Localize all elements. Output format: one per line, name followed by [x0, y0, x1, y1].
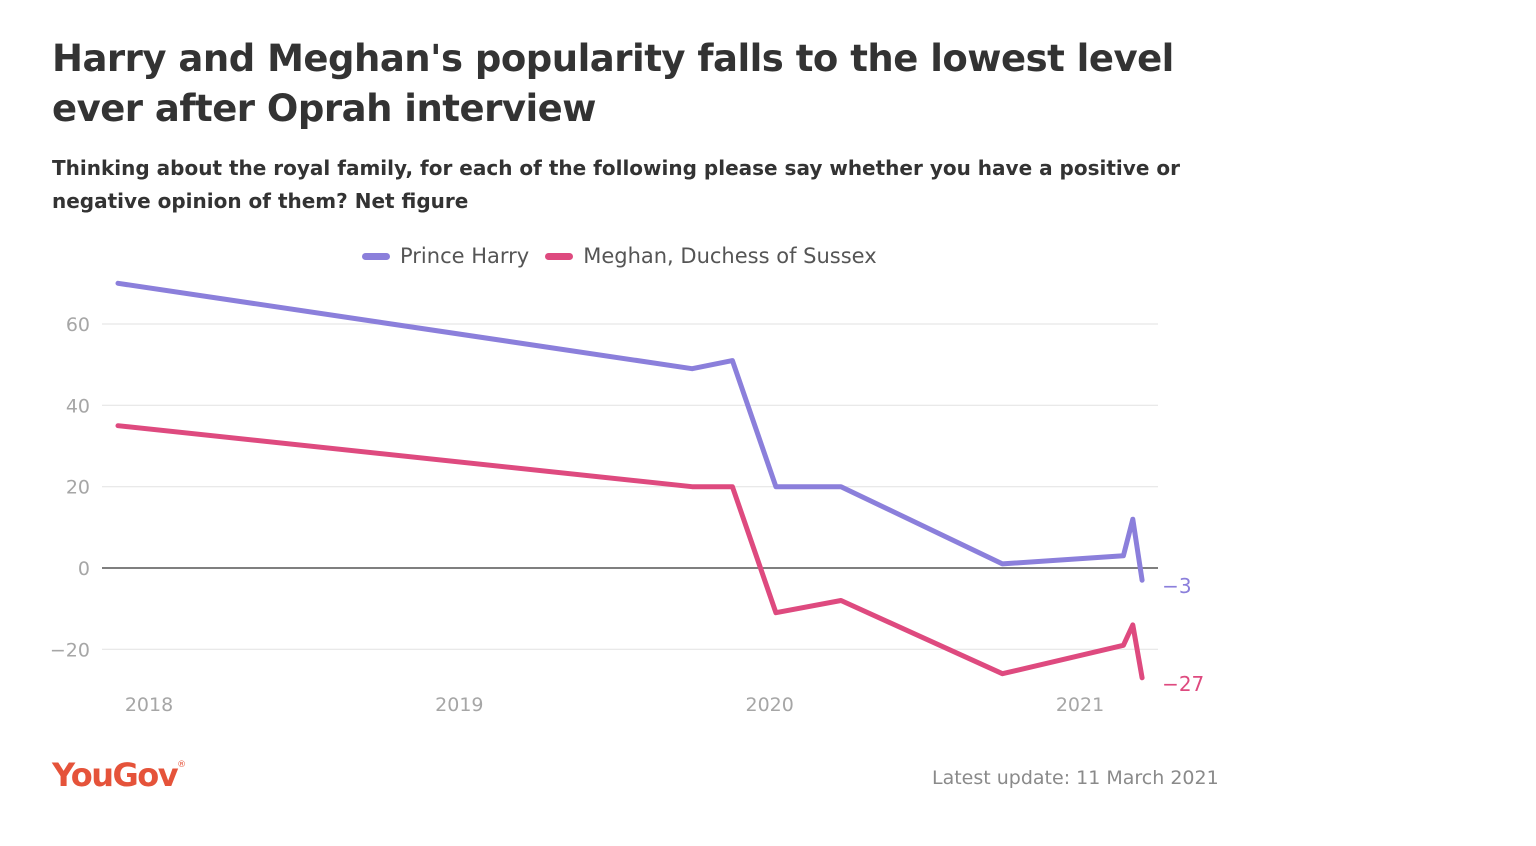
chart-title: Harry and Meghan's popularity falls to t… [52, 37, 1174, 130]
latest-update: Latest update: 11 March 2021 [932, 767, 1219, 789]
end-label-meghan: −27 [1162, 672, 1204, 696]
y-tick-label: 0 [78, 558, 90, 580]
legend-item-harry[interactable]: Prince Harry [362, 244, 529, 268]
y-tick-label: 60 [66, 314, 90, 336]
legend-swatch-harry [362, 252, 390, 260]
y-tick-label: 20 [66, 477, 90, 499]
legend-item-meghan[interactable]: Meghan, Duchess of Sussex [545, 244, 877, 268]
x-tick-label: 2020 [745, 694, 793, 716]
x-tick-label: 2019 [435, 694, 483, 716]
series-line-meghan [115, 423, 1145, 681]
legend-label-meghan: Meghan, Duchess of Sussex [583, 244, 877, 268]
x-tick-label: 2021 [1056, 694, 1104, 716]
series-line-harry [115, 280, 1145, 583]
end-label-harry: −3 [1162, 574, 1191, 598]
logo-mark: ® [177, 760, 187, 770]
y-tick-label: −20 [50, 639, 90, 661]
yougov-logo: YouGov® [52, 756, 186, 794]
x-tick-label: 2018 [125, 694, 173, 716]
chart-subtitle: Thinking about the royal family, for eac… [52, 156, 1180, 213]
legend: Prince Harry Meghan, Duchess of Sussex [362, 244, 893, 268]
legend-label-harry: Prince Harry [400, 244, 530, 268]
legend-swatch-meghan [545, 252, 574, 260]
y-tick-label: 40 [66, 395, 90, 417]
logo-text: YouGov [52, 756, 179, 794]
